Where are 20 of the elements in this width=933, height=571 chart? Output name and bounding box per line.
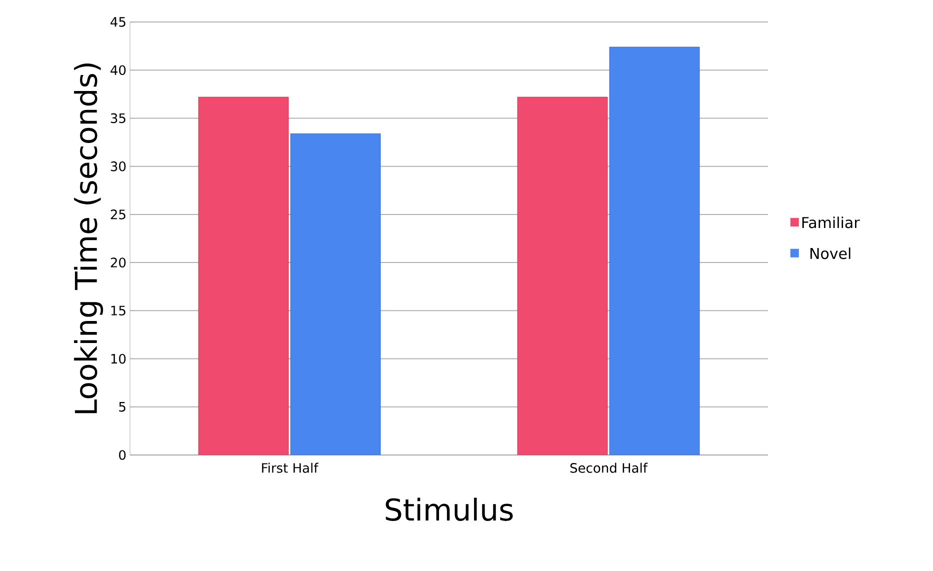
y-tick-label: 15 (111, 306, 126, 316)
bar (609, 46, 700, 455)
legend-label: Familiar (802, 216, 860, 228)
x-axis-title: Stimulus (386, 498, 513, 521)
bar (517, 96, 608, 455)
y-tick-label: 40 (110, 65, 126, 76)
y-tick-label: 35 (110, 113, 126, 124)
y-tick-label: 30 (110, 161, 126, 172)
legend-label: Novel (810, 248, 850, 260)
y-tick-label: 10 (111, 354, 126, 364)
y-tick-label: 0 (119, 450, 126, 460)
y-tick-label: 5 (119, 402, 126, 412)
y-tick-label: 45 (110, 17, 126, 27)
y-axis-title: Looking Time (seconds) (74, 63, 104, 414)
x-tick-label: Second Half (570, 462, 648, 473)
y-tick-label: 25 (110, 210, 126, 220)
bar (198, 96, 289, 455)
bar (290, 133, 381, 455)
x-tick-label: First Half (262, 462, 318, 473)
y-tick-label: 20 (110, 258, 126, 268)
